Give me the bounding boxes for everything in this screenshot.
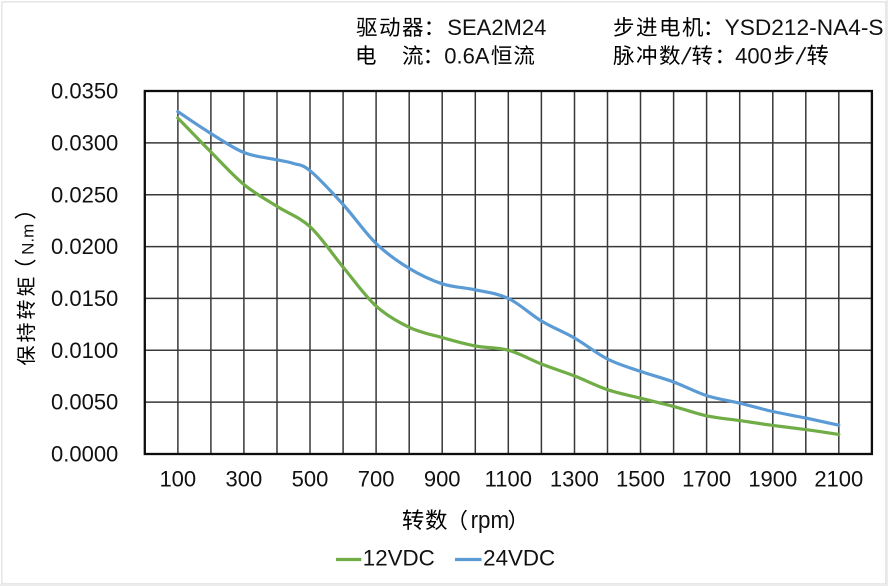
svg-text:SEA2M24: SEA2M24: [447, 15, 546, 40]
svg-text:300: 300: [226, 466, 263, 491]
svg-text:1500: 1500: [616, 466, 665, 491]
svg-text:900: 900: [424, 466, 461, 491]
svg-text:700: 700: [358, 466, 395, 491]
svg-text:100: 100: [159, 466, 196, 491]
svg-text:YSD212-NA4-S: YSD212-NA4-S: [725, 15, 884, 40]
svg-text:1300: 1300: [550, 466, 599, 491]
svg-text:12VDC: 12VDC: [363, 546, 435, 571]
svg-text:400: 400: [735, 43, 772, 68]
svg-text:24VDC: 24VDC: [483, 546, 555, 571]
svg-text:0.0000: 0.0000: [51, 442, 118, 467]
svg-text:0.0150: 0.0150: [51, 286, 118, 311]
svg-text:N.m: N.m: [19, 224, 38, 255]
svg-text:0.0350: 0.0350: [51, 79, 118, 104]
svg-text:0.0100: 0.0100: [51, 338, 118, 363]
svg-text:0.6A: 0.6A: [444, 43, 490, 68]
svg-text:rpm: rpm: [471, 507, 510, 534]
svg-text:0.0050: 0.0050: [51, 390, 118, 415]
svg-text:1700: 1700: [682, 466, 731, 491]
svg-text:2100: 2100: [814, 466, 863, 491]
svg-text:1100: 1100: [485, 466, 532, 491]
svg-text:1900: 1900: [748, 466, 797, 491]
svg-text:500: 500: [292, 466, 329, 491]
svg-text:0.0250: 0.0250: [51, 182, 118, 207]
svg-text:0.0300: 0.0300: [51, 131, 118, 156]
svg-text:0.0200: 0.0200: [51, 234, 118, 259]
